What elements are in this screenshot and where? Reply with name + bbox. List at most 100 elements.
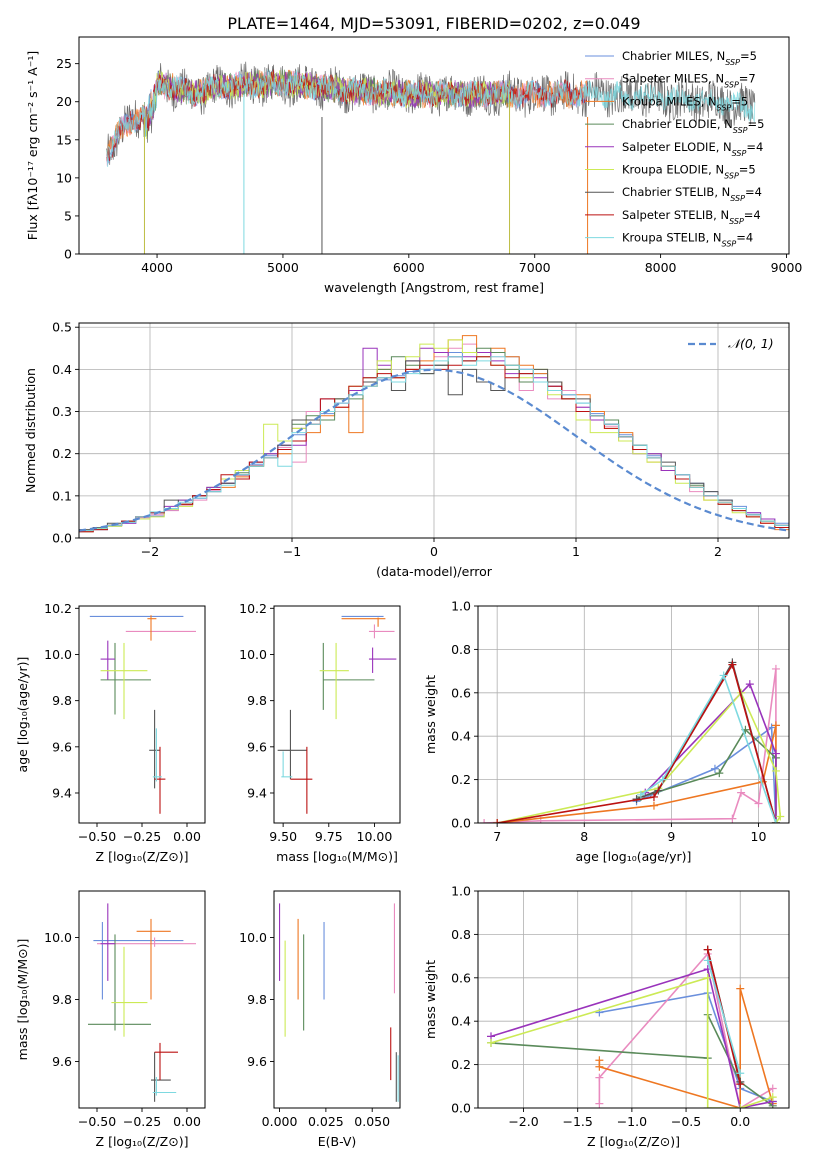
legend-label: Kroupa MILES, NSSP=5 xyxy=(622,94,748,112)
weight-marker xyxy=(771,721,780,730)
y-tick-label: 15 xyxy=(56,132,72,147)
x-tick-label: 6000 xyxy=(393,260,425,275)
y-tick-label: 0.0 xyxy=(451,816,471,831)
weight-series xyxy=(703,956,745,1078)
weight-line xyxy=(640,673,777,823)
y-tick-label: 9.4 xyxy=(52,785,72,800)
y-tick-label: 1.0 xyxy=(451,884,471,899)
plot-area-massweight-vs-Z xyxy=(478,891,789,1108)
x-tick-label: 4000 xyxy=(141,260,173,275)
weight-marker xyxy=(703,973,712,982)
weight-marker xyxy=(487,1038,496,1047)
x-tick-label: 0.050 xyxy=(354,1114,390,1129)
y-tick-label: 20 xyxy=(56,94,72,109)
y-tick-label: 0.4 xyxy=(451,729,471,744)
plot-area-age-vs-mass xyxy=(277,615,397,814)
y-axis-label: Flux [fλ10⁻¹⁷ erg cm⁻² s⁻¹ A⁻¹] xyxy=(25,51,40,240)
x-axis-label: wavelength [Angstrom, rest frame] xyxy=(324,280,544,295)
x-tick-label: −1 xyxy=(283,544,301,559)
weight-marker xyxy=(776,812,785,821)
weight-marker xyxy=(728,660,737,669)
x-axis-label: Z [log₁₀(Z/Z⊙)] xyxy=(96,849,189,864)
weight-marker xyxy=(595,1073,604,1082)
y-tick-label: 0.2 xyxy=(451,1057,471,1072)
weight-marker xyxy=(771,766,780,775)
weight-marker xyxy=(768,1093,777,1102)
y-tick-label: 0.6 xyxy=(451,685,471,700)
x-tick-label: 10.00 xyxy=(357,829,393,844)
x-tick-label: 0.025 xyxy=(308,1114,344,1129)
plot-area-mass-vs-ebv xyxy=(279,903,399,1102)
weight-marker xyxy=(745,680,754,689)
weight-marker xyxy=(736,1104,745,1108)
weight-marker xyxy=(636,790,645,799)
axes-frame xyxy=(273,605,401,824)
legend-label: Kroupa ELODIE, NSSP=5 xyxy=(622,163,756,181)
y-tick-label: 9.4 xyxy=(247,785,267,800)
x-tick-label: 7000 xyxy=(519,260,551,275)
x-tick-label: −0.5 xyxy=(671,1114,701,1129)
errorbar-point xyxy=(322,642,375,710)
x-tick-label: 0 xyxy=(430,544,438,559)
y-tick-label: 0.5 xyxy=(52,320,72,335)
y-tick-label: 9.6 xyxy=(52,739,72,754)
y-tick-label: 0.0 xyxy=(52,531,72,546)
plot-area-residual-histogram xyxy=(79,323,789,538)
errorbar-point xyxy=(368,647,397,673)
weight-marker xyxy=(480,819,489,823)
weight-marker xyxy=(737,788,746,797)
legend-label: Chabrier STELIB, NSSP=4 xyxy=(622,185,762,203)
y-tick-label: 9.8 xyxy=(52,992,72,1007)
y-tick-label: 9.8 xyxy=(52,693,72,708)
weight-marker xyxy=(595,1062,604,1071)
histogram-step xyxy=(79,356,789,538)
y-tick-label: 0.1 xyxy=(52,488,72,503)
x-tick-label: 0.000 xyxy=(262,1114,298,1129)
y-tick-label: 0 xyxy=(64,247,72,262)
weight-marker xyxy=(703,1104,712,1108)
weight-marker xyxy=(703,945,712,954)
y-tick-label: 10.2 xyxy=(44,601,72,616)
y-tick-label: 1.0 xyxy=(451,599,471,614)
errorbar-point xyxy=(341,617,386,627)
x-tick-label: 7 xyxy=(493,829,501,844)
panel-massweight-vs-Z: −2.0 −1.5 −1.0 −0.5 0.0 0.0 0.2 0.4 0.6 0.8 1.0 Z [… xyxy=(423,884,790,1149)
x-tick-label: −2.0 xyxy=(508,1114,538,1129)
x-tick-label: 8000 xyxy=(645,260,677,275)
weight-marker xyxy=(649,792,658,801)
weight-line xyxy=(644,682,777,823)
errorbar-point xyxy=(100,642,148,720)
legend-spectrum: Chabrier MILES, NSSP=5 Salpeter MILES, NS… xyxy=(585,49,764,248)
x-axis-label: E(B-V) xyxy=(318,1134,357,1149)
weight-line xyxy=(636,725,777,823)
figure-title: PLATE=1464, MJD=53091, FIBERID=0202, z=0… xyxy=(227,14,640,33)
spectrum-line xyxy=(106,69,756,168)
panel-massweight-vs-age: 7 8 9 10 0.0 0.2 0.4 0.6 0.8 1.0 age [log₁₀(age/yr… xyxy=(423,599,790,864)
y-tick-label: 9.6 xyxy=(247,1054,267,1069)
x-tick-label: 9.50 xyxy=(269,829,297,844)
errorbar-point xyxy=(149,709,160,789)
panel-spectrum: Chabrier MILES, NSSP=5 Salpeter MILES, NS… xyxy=(25,36,802,295)
weight-marker xyxy=(771,664,780,673)
y-tick-label: 0.8 xyxy=(451,927,471,942)
x-tick-label: 2 xyxy=(714,544,722,559)
panel-age-vs-Z: −0.50 −0.25 0.00 9.4 9.6 9.8 10.0 10.2 Z [log₁₀(… xyxy=(15,601,206,864)
axes-frame xyxy=(477,605,790,824)
legend-label: Kroupa STELIB, NSSP=4 xyxy=(622,231,753,249)
weight-marker xyxy=(649,801,658,810)
y-axis-label: mass weight xyxy=(423,675,438,754)
x-tick-label: 5000 xyxy=(267,260,299,275)
errorbar-point xyxy=(319,642,349,720)
y-tick-label: 10.2 xyxy=(239,601,267,616)
y-tick-label: 25 xyxy=(56,56,72,71)
weight-line xyxy=(706,960,741,1074)
panel-mass-vs-Z: −0.50 −0.25 0.00 9.6 9.8 10.0 Z [log₁₀(Z/Z⊙)] m… xyxy=(15,890,206,1149)
y-tick-label: 9.8 xyxy=(247,992,267,1007)
errorbar-point xyxy=(88,934,151,1031)
y-axis-label: age [log₁₀(age/yr)] xyxy=(15,657,30,773)
errorbar-point xyxy=(93,922,184,1000)
panel-residual-histogram: 𝒩(0, 1) −2 −1 0 1 2 0.0 0.1 0.2 0.3 0.4 0.5 (data-mo… xyxy=(23,320,790,579)
weight-marker xyxy=(771,819,780,823)
